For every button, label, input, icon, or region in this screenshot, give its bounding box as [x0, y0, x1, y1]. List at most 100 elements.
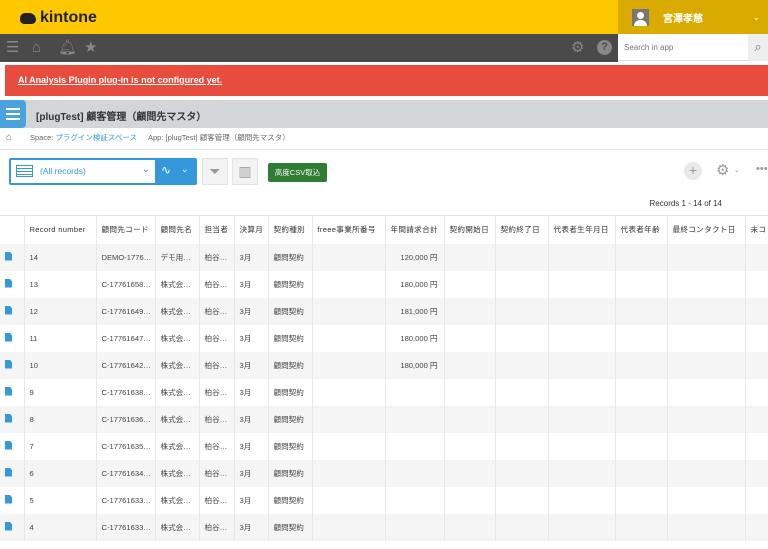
document-icon[interactable]: [5, 278, 12, 288]
chevron-down-icon[interactable]: ⌄: [181, 164, 189, 174]
table-row[interactable]: 10 C-17761642… 株式会… 柏谷… 3月 顧問契約 180,000 円: [0, 351, 768, 379]
column-header[interactable]: 年間請求合計: [385, 215, 445, 244]
record-detail-cell[interactable]: [0, 324, 25, 352]
add-record-button[interactable]: +: [684, 162, 702, 180]
space-label: Space:: [30, 133, 56, 142]
home-icon[interactable]: ⌂: [32, 39, 42, 56]
column-header[interactable]: 代表者年齢: [615, 215, 668, 244]
document-icon[interactable]: [5, 386, 12, 396]
app-header: [plugTest] 顧客管理（顧問先マスタ）: [0, 100, 768, 128]
document-icon[interactable]: [5, 467, 12, 477]
table-cell: [495, 486, 549, 514]
table-cell: 株式会…: [155, 324, 200, 352]
column-header[interactable]: 顧問先名: [155, 215, 200, 244]
record-detail-cell[interactable]: [0, 459, 25, 487]
csv-import-button[interactable]: 高度CSV取込: [268, 163, 327, 182]
column-header[interactable]: 担当者: [199, 215, 235, 244]
chevron-down-icon: ⌄: [752, 11, 760, 22]
breadcrumb-space: Space: プラグイン検証スペース: [30, 128, 137, 148]
home-icon[interactable]: ⌂: [6, 132, 13, 143]
table-cell: 顧問契約: [268, 378, 313, 406]
table-cell: DEMO-1776…: [96, 243, 156, 271]
column-header[interactable]: Record number: [24, 215, 97, 244]
record-detail-cell[interactable]: [0, 405, 25, 433]
column-header[interactable]: 契約種別: [268, 215, 313, 244]
column-header[interactable]: 契約終了日: [495, 215, 549, 244]
table-cell: 3月: [234, 270, 269, 298]
table-cell: 株式会…: [155, 297, 200, 325]
record-detail-cell[interactable]: [0, 486, 25, 514]
record-detail-cell[interactable]: [0, 270, 25, 298]
table-row[interactable]: 6 C-17761634… 株式会… 柏谷… 3月 顧問契約: [0, 459, 768, 487]
record-detail-cell[interactable]: [0, 297, 25, 325]
table-cell: [548, 459, 616, 487]
table-cell: 7: [24, 432, 97, 460]
app-list-icon[interactable]: [0, 100, 26, 128]
column-header[interactable]: 決算月: [234, 215, 269, 244]
gear-icon[interactable]: ⚙: [716, 162, 730, 179]
record-detail-cell[interactable]: [0, 513, 25, 541]
column-header[interactable]: 未コ: [745, 215, 768, 244]
table-cell: [548, 486, 616, 514]
table-cell: [745, 297, 768, 325]
kintone-logo[interactable]: kintone: [20, 9, 97, 27]
table-cell: 11: [24, 324, 97, 352]
column-header[interactable]: freee事業所番号: [312, 215, 386, 244]
graph-button[interactable]: ▥: [232, 158, 258, 185]
graph-icon[interactable]: ∿: [161, 163, 172, 177]
record-detail-cell[interactable]: [0, 243, 25, 271]
view-dropdown[interactable]: (All records) ⌄: [11, 160, 155, 183]
table-row[interactable]: 5 C-17761633… 株式会… 柏谷… 3月 顧問契約: [0, 486, 768, 514]
table-cell: 5: [24, 486, 97, 514]
table-row[interactable]: 4 C-17761633… 株式会… 柏谷… 3月 顧問契約: [0, 513, 768, 541]
column-header[interactable]: 顧問先コード: [96, 215, 156, 244]
record-detail-cell[interactable]: [0, 351, 25, 379]
table-row[interactable]: 7 C-17761635… 株式会… 柏谷… 3月 顧問契約: [0, 432, 768, 460]
table-cell: [667, 351, 746, 379]
search-input[interactable]: [618, 34, 743, 60]
breadcrumb-app[interactable]: App: [plugTest] 顧客管理（顧問先マスタ）: [148, 133, 290, 142]
document-icon[interactable]: [5, 251, 12, 261]
table-row[interactable]: 8 C-17761636… 株式会… 柏谷… 3月 顧問契約: [0, 405, 768, 433]
bar-chart-icon: ▥: [238, 163, 252, 179]
more-options-icon[interactable]: •••: [756, 163, 768, 175]
table-cell: [615, 297, 668, 325]
table-cell: [548, 270, 616, 298]
document-icon[interactable]: [5, 332, 12, 342]
document-icon[interactable]: [5, 359, 12, 369]
document-icon[interactable]: [5, 494, 12, 504]
search-icon[interactable]: ⌕: [748, 34, 768, 61]
table-cell: [312, 513, 386, 541]
document-icon[interactable]: [5, 413, 12, 423]
column-header[interactable]: 契約開始日: [444, 215, 496, 244]
plugin-alert[interactable]: AI Analysis Plugin plug-in is not config…: [5, 65, 768, 96]
chevron-down-icon[interactable]: ⌄: [734, 167, 740, 174]
document-icon[interactable]: [5, 440, 12, 450]
table-cell: [615, 378, 668, 406]
space-link[interactable]: プラグイン検証スペース: [55, 133, 138, 142]
table-row[interactable]: 13 C-17761658… 株式会… 柏谷… 3月 顧問契約 180,000 円: [0, 270, 768, 298]
table-cell: 柏谷…: [199, 297, 235, 325]
column-header[interactable]: 最終コンタクト日: [667, 215, 746, 244]
table-row[interactable]: 9 C-17761638… 株式会… 柏谷… 3月 顧問契約: [0, 378, 768, 406]
gear-icon[interactable]: ⚙: [571, 39, 585, 56]
table-cell: [312, 459, 386, 487]
table-cell: C-17761636…: [96, 405, 156, 433]
table-row[interactable]: 14 DEMO-1776… デモ用… 柏谷… 3月 顧問契約 120,000 円: [0, 243, 768, 271]
table-cell: 柏谷…: [199, 486, 235, 514]
filter-button[interactable]: ⏷: [202, 158, 228, 185]
help-icon[interactable]: ?: [597, 40, 612, 55]
table-row[interactable]: 12 C-17761649… 株式会… 柏谷… 3月 顧問契約 181,000 円: [0, 297, 768, 325]
document-icon[interactable]: [5, 305, 12, 315]
table-row[interactable]: 11 C-17761647… 株式会… 柏谷… 3月 顧問契約 180,000 円: [0, 324, 768, 352]
record-detail-cell[interactable]: [0, 432, 25, 460]
table-cell: [495, 432, 549, 460]
table-cell: [548, 513, 616, 541]
menu-icon[interactable]: ☰: [6, 39, 20, 56]
record-detail-cell[interactable]: [0, 378, 25, 406]
document-icon[interactable]: [5, 521, 12, 531]
user-menu[interactable]: 宮澤孝慈 ⌄: [618, 0, 768, 34]
bell-icon[interactable]: 🔔︎: [58, 39, 78, 56]
star-icon[interactable]: ★: [84, 39, 98, 56]
column-header[interactable]: 代表者生年月日: [548, 215, 616, 244]
